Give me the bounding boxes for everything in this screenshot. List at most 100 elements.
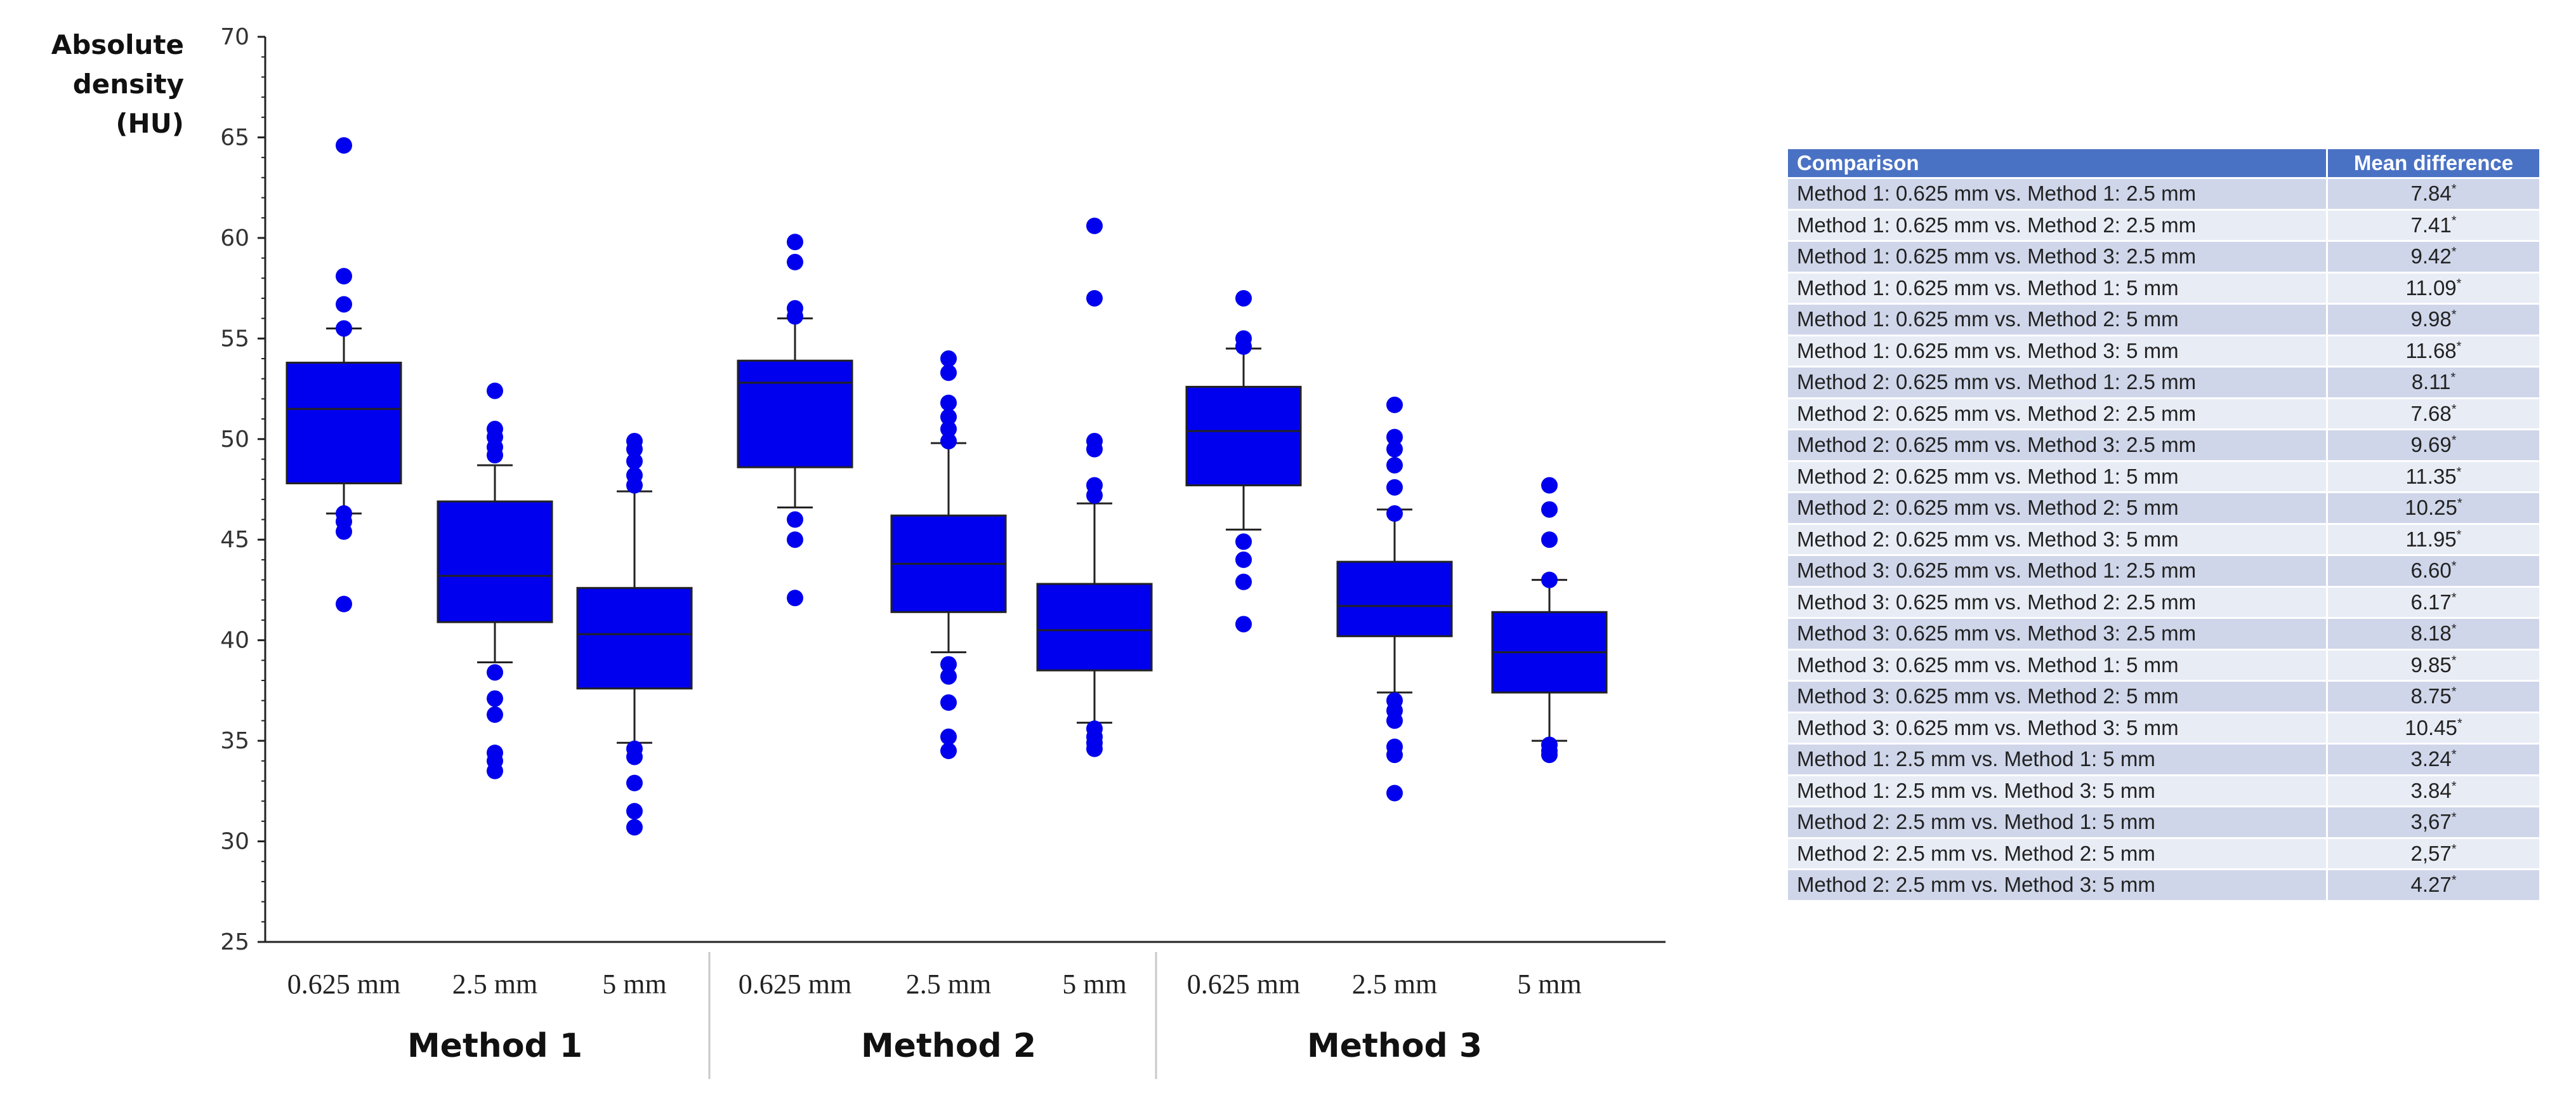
y-tick-label: 25 (220, 929, 249, 955)
x-group-label: Method 3 (1307, 1027, 1482, 1065)
significance-mark: * (2456, 339, 2462, 354)
mean-difference-cell: 11.68* (2326, 334, 2541, 368)
x-group-label: Method 1 (407, 1027, 582, 1065)
outlier-point (336, 296, 352, 313)
comparison-table: Comparison Mean difference Method 1: 0.6… (1786, 147, 2541, 902)
outlier-point (1235, 573, 1252, 590)
significance-mark: * (2456, 527, 2462, 542)
comparison-cell: Method 1: 0.625 mm vs. Method 2: 2.5 mm (1786, 208, 2328, 242)
box (576, 586, 693, 690)
table-row: Method 3: 0.625 mm vs. Method 1: 2.5 mm 6… (1786, 554, 2541, 588)
table-row: Method 1: 0.625 mm vs. Method 1: 5 mm 11.… (1786, 271, 2541, 305)
significance-mark: * (2451, 842, 2457, 856)
outlier-point (940, 420, 957, 437)
mean-difference-value: 4.27 (2410, 873, 2452, 897)
table-header-row: Comparison Mean difference (1786, 147, 2541, 179)
outlier-point (487, 706, 503, 723)
comparison-cell: Method 3: 0.625 mm vs. Method 1: 5 mm (1786, 648, 2328, 682)
outlier-point (940, 728, 957, 745)
y-tick-label: 65 (220, 124, 249, 150)
comparison-cell: Method 2: 0.625 mm vs. Method 1: 5 mm (1786, 460, 2328, 493)
significance-mark: * (2451, 748, 2457, 762)
significance-mark: * (2456, 276, 2462, 291)
table-row: Method 2: 0.625 mm vs. Method 1: 2.5 mm 8… (1786, 366, 2541, 399)
table-row: Method 3: 0.625 mm vs. Method 2: 5 mm 8.7… (1786, 680, 2541, 713)
header-mean-difference: Mean difference (2326, 147, 2541, 179)
significance-mark: * (2451, 245, 2457, 260)
table-row: Method 1: 0.625 mm vs. Method 1: 2.5 mm 7… (1786, 177, 2541, 211)
outlier-point (1086, 441, 1103, 458)
outlier-point (1386, 456, 1403, 474)
mean-difference-value: 10.45 (2405, 715, 2457, 739)
outlier-point (1235, 533, 1252, 550)
x-category-label: 5 mm (602, 969, 666, 1000)
mean-difference-value: 9.42 (2410, 244, 2452, 268)
outlier-point (487, 690, 503, 707)
comparison-cell: Method 1: 0.625 mm vs. Method 3: 2.5 mm (1786, 240, 2328, 274)
mean-difference-value: 8.18 (2410, 621, 2452, 646)
outlier-point (1235, 551, 1252, 568)
table-row: Method 1: 2.5 mm vs. Method 3: 5 mm 3.84* (1786, 774, 2541, 807)
mean-difference-value: 11.35 (2405, 464, 2457, 488)
mean-difference-cell: 8.18* (2326, 617, 2541, 651)
x-category-label: 5 mm (1062, 969, 1126, 1000)
outlier-point (1541, 531, 1558, 548)
y-tick-label: 50 (220, 427, 249, 453)
comparison-cell: Method 2: 0.625 mm vs. Method 3: 2.5 mm (1786, 428, 2328, 462)
comparison-cell: Method 1: 0.625 mm vs. Method 2: 5 mm (1786, 303, 2328, 336)
outlier-point (1086, 487, 1103, 504)
outlier-point (1541, 501, 1558, 518)
mean-difference-cell: 9.69* (2326, 428, 2541, 462)
box (1336, 560, 1453, 637)
outlier-point (787, 253, 803, 270)
outlier-point (1386, 746, 1403, 764)
x-category-label: 2.5 mm (452, 969, 537, 1000)
mean-difference-cell: 9.85* (2326, 648, 2541, 682)
x-category-label: 2.5 mm (1352, 969, 1437, 1000)
outlier-point (626, 803, 643, 820)
outlier-point (1086, 740, 1103, 757)
outlier-point (1541, 477, 1558, 494)
mean-difference-cell: 10.25* (2326, 491, 2541, 525)
mean-difference-cell: 8.75* (2326, 680, 2541, 713)
y-tick-label: 60 (220, 225, 249, 251)
mean-difference-value: 7.84 (2410, 182, 2452, 206)
outlier-point (626, 819, 643, 836)
box (737, 359, 853, 468)
mean-difference-cell: 2,57* (2326, 837, 2541, 870)
table-row: Method 2: 0.625 mm vs. Method 3: 2.5 mm 9… (1786, 428, 2541, 462)
table-row: Method 2: 2.5 mm vs. Method 3: 5 mm 4.27* (1786, 868, 2541, 902)
mean-difference-value: 6.17 (2410, 590, 2452, 614)
comparison-cell: Method 2: 0.625 mm vs. Method 1: 2.5 mm (1786, 366, 2328, 399)
outlier-point (336, 320, 352, 337)
outlier-point (787, 308, 803, 325)
y-tick-label: 35 (220, 728, 249, 754)
outlier-point (1541, 746, 1558, 764)
outlier-point (940, 394, 957, 411)
outlier-point (940, 408, 957, 425)
y-tick-label: 55 (220, 326, 249, 352)
table-row: Method 1: 0.625 mm vs. Method 3: 2.5 mm 9… (1786, 240, 2541, 274)
mean-difference-value: 3.84 (2410, 778, 2452, 802)
significance-mark: * (2451, 811, 2457, 825)
table-row: Method 1: 0.625 mm vs. Method 2: 2.5 mm 7… (1786, 208, 2541, 242)
outlier-point (1235, 289, 1252, 307)
table-row: Method 3: 0.625 mm vs. Method 1: 5 mm 9.8… (1786, 648, 2541, 682)
outlier-point (940, 656, 957, 673)
outlier-point (940, 742, 957, 759)
outlier-point (1386, 396, 1403, 413)
mean-difference-cell: 7.41* (2326, 208, 2541, 242)
significance-mark: * (2451, 559, 2457, 574)
outlier-point (336, 523, 352, 540)
significance-mark: * (2457, 496, 2462, 511)
outlier-point (336, 137, 352, 154)
mean-difference-cell: 4.27* (2326, 868, 2541, 902)
comparison-cell: Method 1: 2.5 mm vs. Method 1: 5 mm (1786, 743, 2328, 776)
header-comparison: Comparison (1786, 147, 2328, 179)
outlier-point (626, 748, 643, 765)
outlier-point (626, 774, 643, 792)
mean-difference-cell: 3,67* (2326, 805, 2541, 839)
outlier-point (787, 590, 803, 607)
x-category-label: 0.625 mm (739, 969, 851, 1000)
comparison-cell: Method 1: 2.5 mm vs. Method 3: 5 mm (1786, 774, 2328, 807)
